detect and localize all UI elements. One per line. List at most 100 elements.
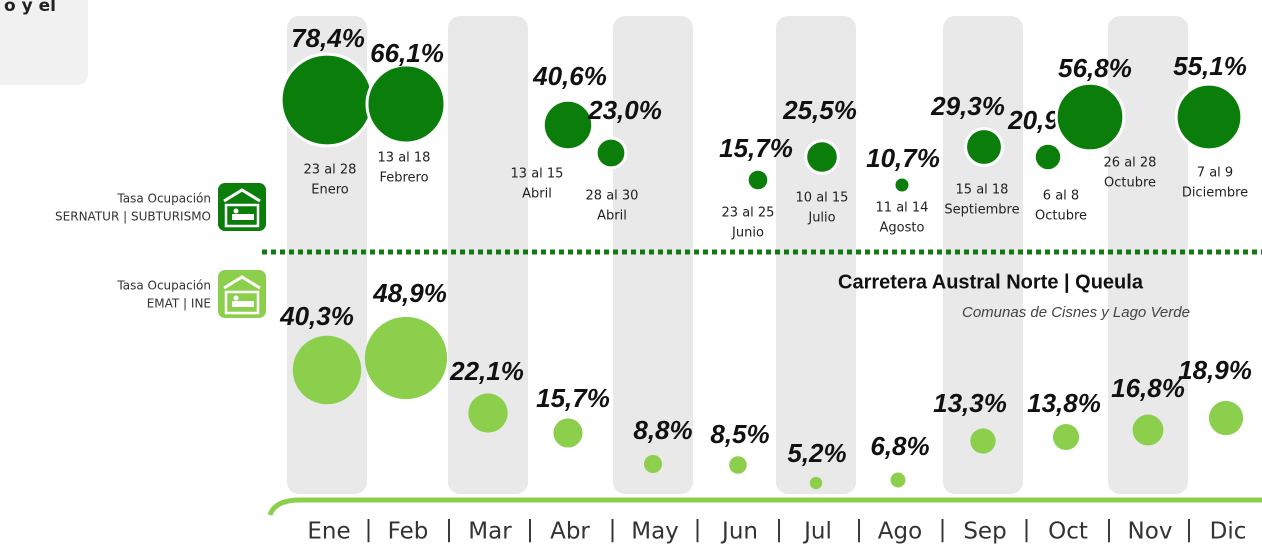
bubble-sernatur (279, 52, 375, 148)
month-label: Oct (1048, 519, 1088, 545)
bubble-emat (809, 476, 823, 490)
value-label: 78,4% (291, 23, 365, 53)
value-label: 56,8% (1058, 53, 1132, 83)
bubble-sernatur (964, 127, 1004, 167)
baseline (267, 497, 1262, 516)
month-label: Mar (468, 519, 512, 545)
value-label: 13,3% (933, 388, 1007, 418)
icon-pillow (233, 295, 239, 301)
date-range: 28 al 30 (586, 189, 639, 204)
month-separator: | (855, 517, 863, 543)
value-label: 23,0% (587, 95, 662, 125)
bubble-sernatur (892, 175, 912, 195)
intro-text: o y el (4, 0, 56, 16)
date-range: 15 al 18 (956, 183, 1009, 198)
date-month: Octubre (1035, 209, 1087, 224)
value-label: 6,8% (870, 431, 929, 461)
value-label: 8,5% (710, 419, 769, 449)
value-label: 5,2% (787, 438, 846, 468)
date-range: 7 al 9 (1197, 166, 1233, 181)
date-range: 26 al 28 (1104, 156, 1157, 171)
icon-frame (224, 290, 260, 315)
value-label: 13,8% (1027, 388, 1101, 418)
value-label: 16,8% (1111, 373, 1185, 403)
month-label: Ene (307, 519, 350, 545)
month-label: Abr (550, 519, 590, 545)
legend-line2: EMAT | INE (147, 297, 211, 311)
bubble-sernatur (804, 139, 840, 175)
icon-roof (223, 275, 261, 290)
date-range: 13 al 18 (378, 151, 431, 166)
month-label: Ago (878, 519, 922, 545)
month-separator: | (1185, 517, 1193, 543)
date-range: 13 al 15 (511, 167, 564, 182)
value-label: 15,7% (719, 133, 793, 163)
date-month: Agosto (880, 221, 925, 236)
date-month: Junio (731, 226, 764, 241)
date-range: 23 al 25 (722, 206, 775, 221)
bubble-emat (468, 393, 508, 433)
month-label: Jul (802, 519, 832, 545)
bubble-sernatur (1054, 81, 1126, 153)
month-band (776, 16, 856, 494)
date-month: Febrero (379, 171, 428, 186)
date-month: Septiembre (944, 203, 1019, 218)
intro-box (0, 0, 88, 85)
date-month: Diciembre (1182, 186, 1248, 201)
date-month: Julio (807, 211, 835, 226)
icon-roof (223, 188, 261, 203)
month-separator: | (939, 517, 947, 543)
icon-frame (224, 203, 260, 228)
bubble-sernatur (541, 98, 595, 152)
bubble-sernatur (745, 167, 771, 193)
bubble-sernatur (594, 136, 628, 170)
value-label: 48,9% (372, 278, 447, 308)
legend-line1: Tasa Ocupación (116, 279, 211, 293)
bubble-emat (643, 454, 663, 474)
month-separator: | (526, 517, 534, 543)
value-label: 66,1% (370, 38, 444, 68)
month-separator: | (365, 517, 373, 543)
value-label: 15,7% (536, 383, 610, 413)
date-month: Abril (522, 187, 552, 202)
value-label: 55,1% (1173, 51, 1247, 81)
month-separator: | (1105, 517, 1113, 543)
bubble-emat (1132, 414, 1164, 446)
date-range: 11 al 14 (876, 201, 929, 216)
month-band (1108, 16, 1188, 494)
bubble-sernatur (1174, 82, 1244, 152)
month-band (448, 16, 528, 494)
value-label: 29,3% (930, 91, 1005, 121)
date-month: Octubre (1104, 176, 1156, 191)
bubble-emat (970, 428, 996, 454)
month-label: Sep (963, 519, 1006, 545)
date-range: 6 al 8 (1043, 189, 1079, 204)
month-separator: | (1023, 517, 1031, 543)
legend-line2: SERNATUR | SUBTURISMO (55, 210, 211, 224)
month-band (943, 16, 1023, 494)
date-range: 23 al 28 (304, 163, 357, 178)
bubble-emat (553, 418, 583, 448)
month-label: May (631, 519, 679, 545)
month-band (613, 16, 693, 494)
subtitle: Comunas de Cisnes y Lago Verde (962, 304, 1190, 321)
bubble-emat (1052, 423, 1080, 451)
month-separator: | (775, 517, 783, 543)
value-label: 8,8% (633, 415, 692, 445)
value-label: 40,3% (279, 301, 354, 331)
date-range: 10 al 15 (796, 191, 849, 206)
bubble-emat (729, 456, 747, 474)
value-label: 40,6% (532, 61, 607, 91)
title: Carretera Austral Norte | Queula (838, 271, 1144, 293)
bubble-sernatur (365, 63, 447, 145)
month-separator: | (609, 517, 617, 543)
date-month: Abril (597, 209, 627, 224)
icon-pillow (233, 208, 239, 214)
bubble-sernatur (1032, 141, 1064, 173)
value-label: 10,7% (866, 143, 940, 173)
bubble-emat (1208, 400, 1244, 436)
icon-bed (232, 214, 254, 220)
value-label: 25,5% (782, 95, 857, 125)
month-separator: | (694, 517, 702, 543)
